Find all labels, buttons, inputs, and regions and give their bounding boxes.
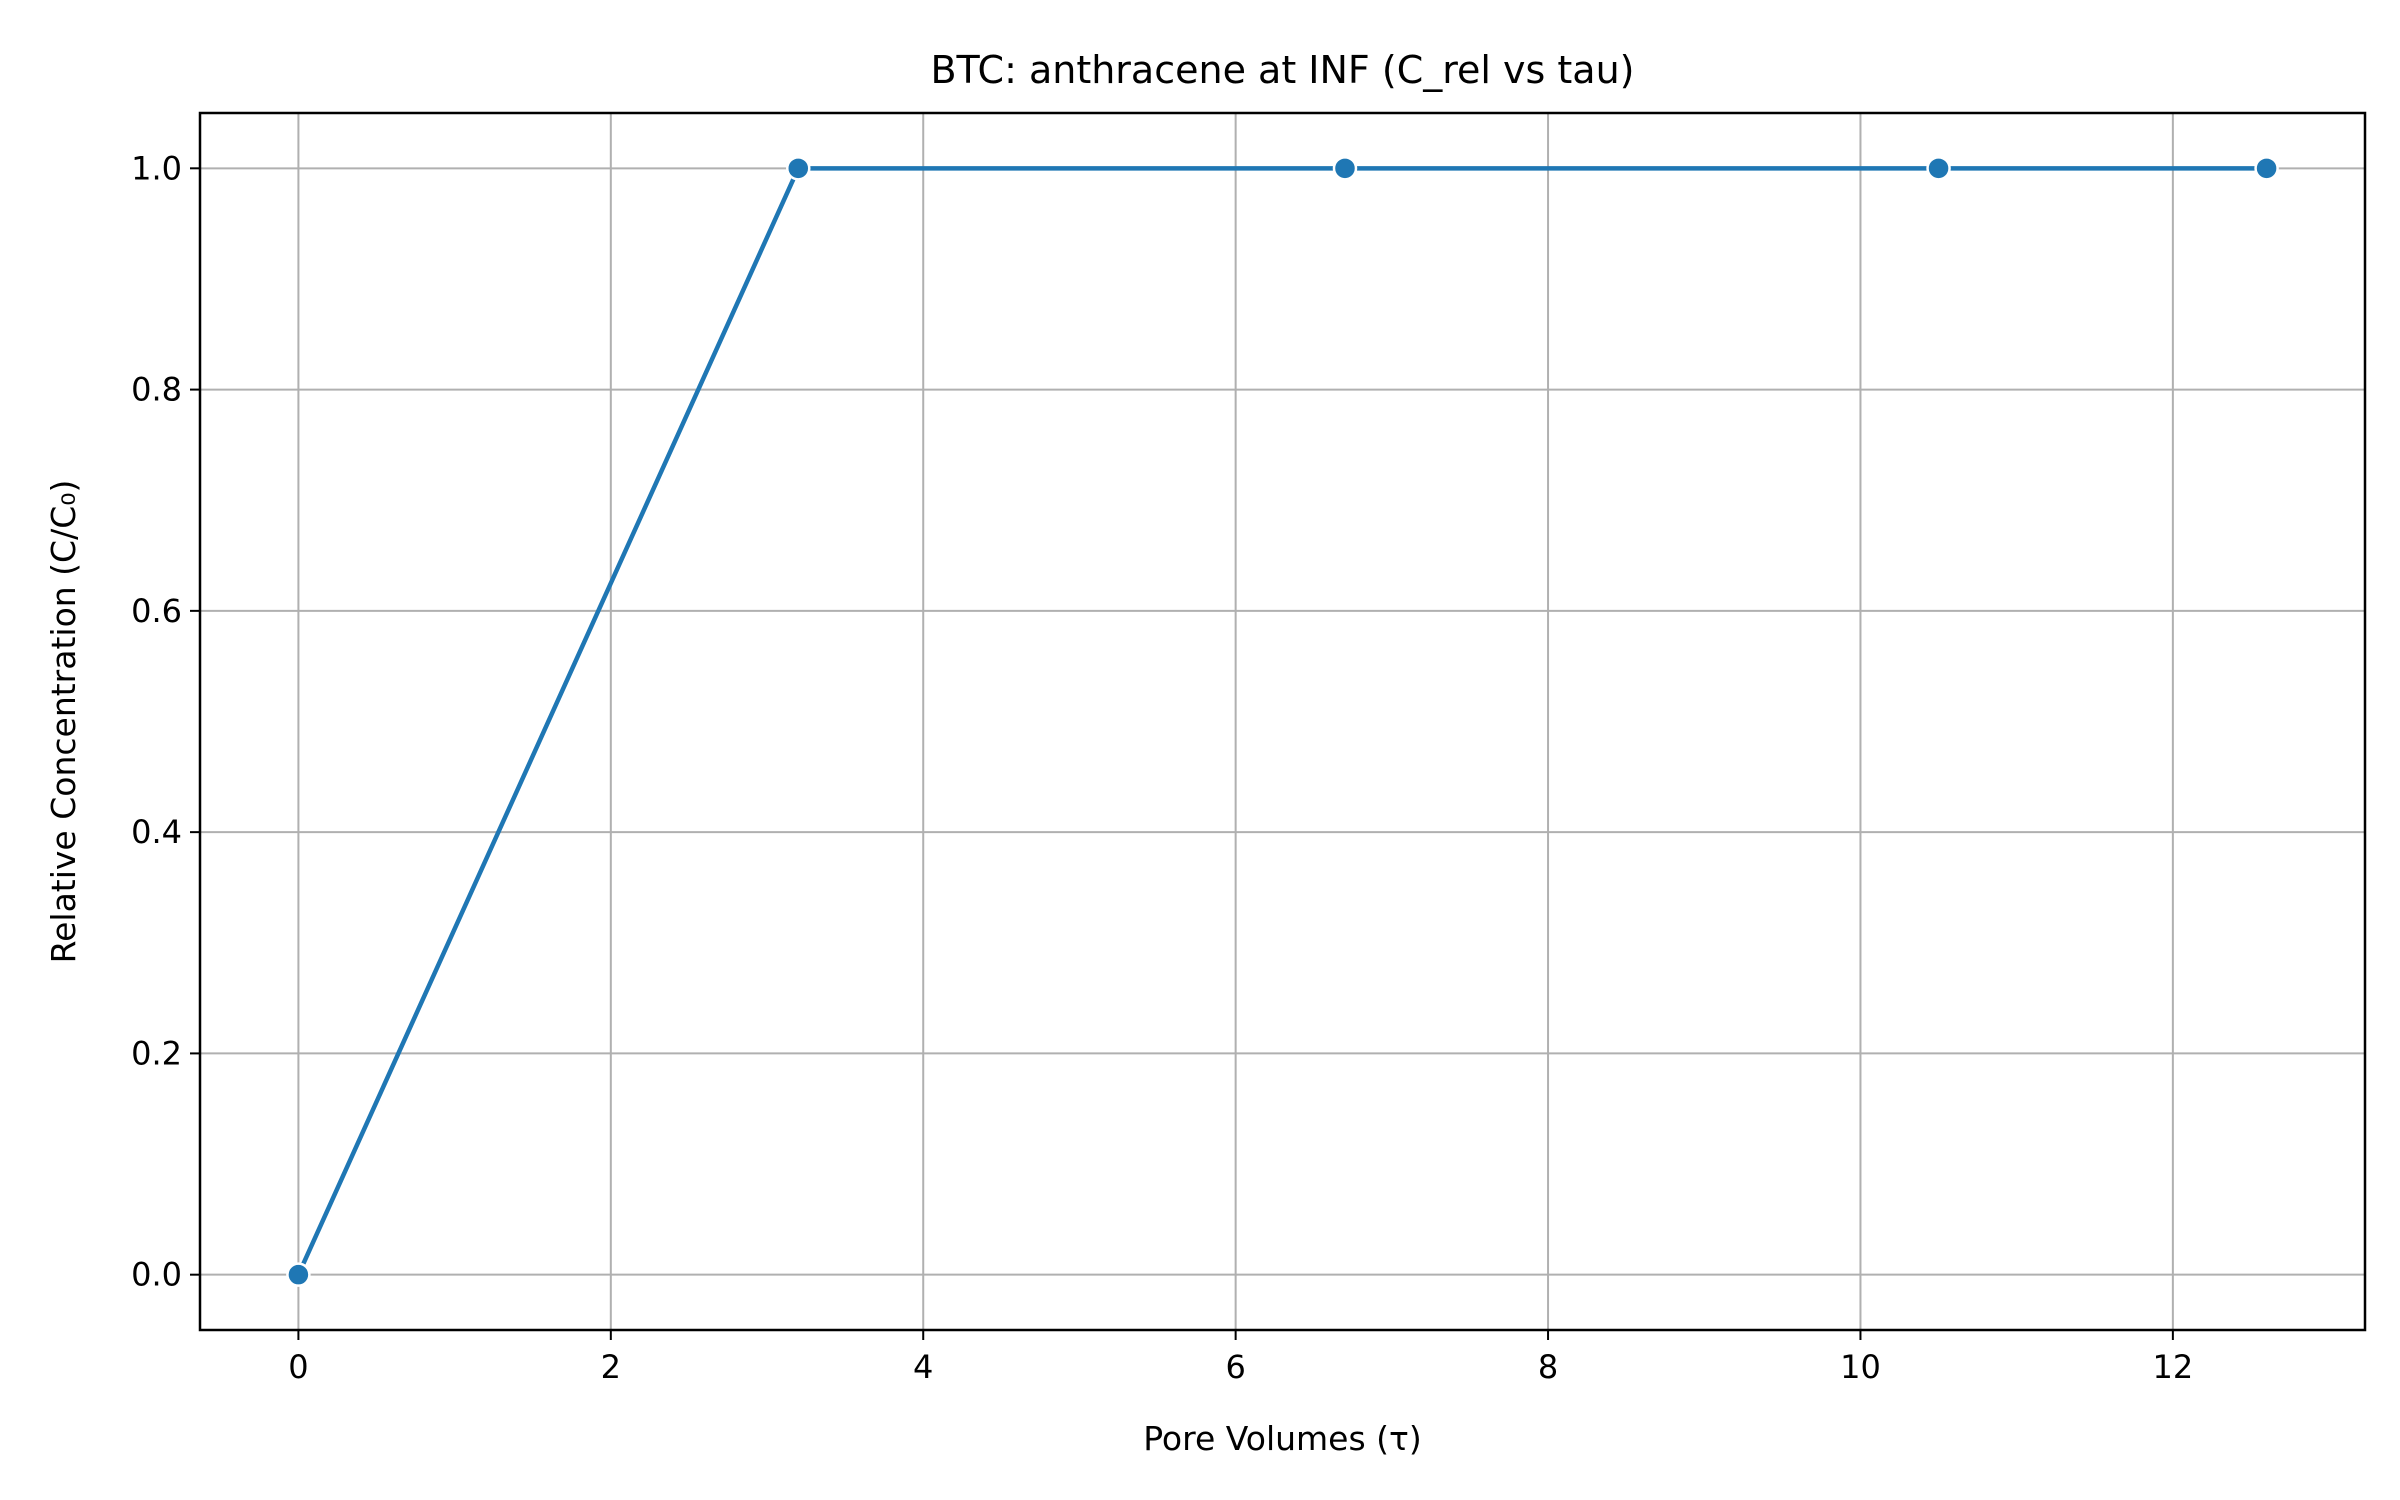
data-point	[786, 156, 811, 181]
x-tick-label: 6	[1225, 1348, 1245, 1386]
y-axis-label: Relative Concentration (C/C₀)	[44, 480, 83, 964]
y-tick-label: 0.0	[131, 1256, 182, 1294]
x-tick-label: 10	[1840, 1348, 1881, 1386]
y-tick-label: 0.2	[131, 1034, 182, 1072]
series-layer	[286, 156, 2279, 1287]
y-tick-label: 1.0	[131, 149, 182, 187]
chart-title: BTC: anthracene at INF (C_rel vs tau)	[930, 48, 1634, 92]
x-tick-label: 12	[2153, 1348, 2194, 1386]
data-point	[1332, 156, 1358, 181]
ticks: 0 2 4 6 8 10 12 0.0 0.2 0.4 0.6 0.8 1.0	[131, 149, 2193, 1386]
y-tick-label: 0.4	[131, 813, 182, 851]
data-point	[1926, 156, 1951, 181]
data-point	[2254, 156, 2279, 181]
x-axis-label: Pore Volumes (τ)	[1143, 1419, 1422, 1458]
x-tick-label: 8	[1538, 1348, 1558, 1386]
data-point	[286, 1262, 311, 1287]
y-tick-label: 0.6	[131, 592, 182, 630]
x-tick-label: 2	[601, 1348, 621, 1386]
x-tick-label: 0	[288, 1348, 308, 1386]
plot-frame	[198, 111, 2367, 1332]
x-tick-label: 4	[913, 1348, 933, 1386]
y-tick-label: 0.8	[131, 371, 182, 409]
grid	[200, 113, 2365, 1330]
